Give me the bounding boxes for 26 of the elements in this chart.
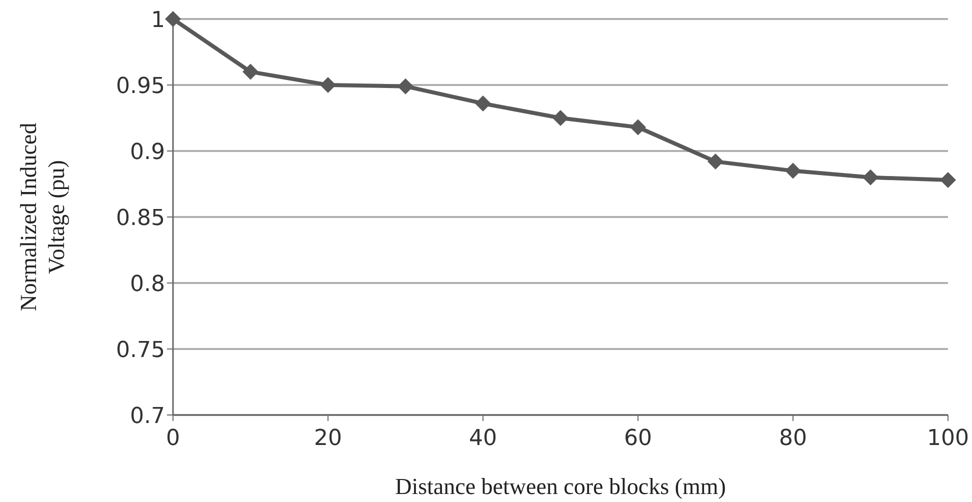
- y-tick-label: 0.9: [130, 140, 165, 165]
- x-tick-label: 40: [469, 426, 497, 451]
- point: [552, 110, 568, 126]
- y-axis-title: Normalized Induced Voltage (pu): [16, 122, 69, 312]
- point: [165, 11, 181, 27]
- y-tick-label: 0.85: [116, 206, 165, 231]
- x-tick-label: 0: [166, 426, 180, 451]
- x-tick-label: 80: [779, 426, 807, 451]
- x-tick-label: 100: [927, 426, 969, 451]
- point: [785, 162, 801, 179]
- y-tick-label: 1: [151, 8, 165, 33]
- point: [630, 119, 646, 136]
- point: [320, 77, 336, 93]
- point: [862, 169, 878, 186]
- y-tick-label: 0.8: [130, 272, 165, 297]
- point: [708, 154, 724, 170]
- y-tick-label: 0.95: [116, 74, 165, 99]
- x-axis-title: Distance between core blocks (mm): [395, 474, 726, 499]
- point: [940, 172, 956, 188]
- y-tick-label: 0.7: [130, 404, 165, 429]
- x-tick-label: 60: [624, 426, 652, 451]
- point: [242, 64, 258, 80]
- x-tick-label: 20: [314, 426, 342, 451]
- point: [475, 95, 491, 112]
- y-tick-label: 0.75: [116, 338, 165, 363]
- point: [398, 78, 414, 94]
